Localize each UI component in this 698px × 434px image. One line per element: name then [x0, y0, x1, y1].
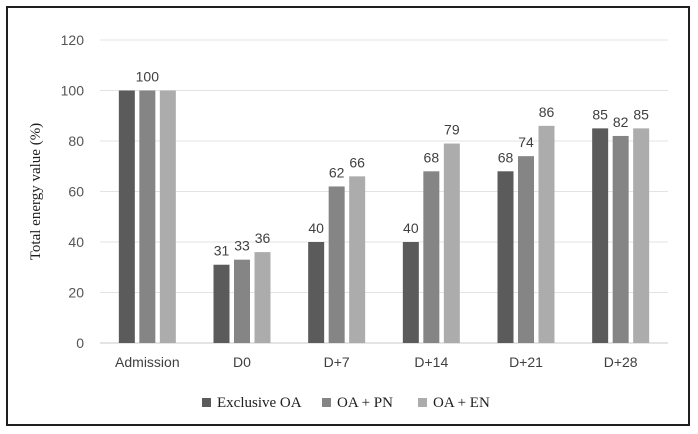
bar-3 — [633, 128, 650, 343]
bar-3 — [443, 143, 460, 343]
data-label: 62 — [329, 164, 345, 180]
bar-2 — [612, 135, 629, 343]
data-label: 40 — [308, 220, 324, 236]
bar-3 — [159, 90, 176, 343]
bar-1 — [592, 128, 609, 343]
bar-2 — [423, 171, 440, 343]
legend-label: Exclusive OA — [217, 395, 302, 411]
data-label: 74 — [518, 134, 534, 150]
bar-3 — [254, 252, 271, 343]
legend-swatch — [202, 398, 211, 407]
data-label: 86 — [539, 104, 555, 120]
bar-2 — [139, 90, 156, 343]
data-label: 85 — [592, 106, 608, 122]
y-tick-label: 120 — [61, 32, 85, 48]
legend-swatch — [322, 398, 331, 407]
y-tick-label: 80 — [68, 133, 84, 149]
y-axis-title: Total energy value (%) — [28, 123, 44, 260]
bar-1 — [308, 242, 325, 343]
bar-1 — [118, 90, 135, 343]
y-tick-label: 0 — [76, 335, 84, 351]
x-tick-label: D+7 — [324, 354, 350, 370]
data-label: 33 — [234, 238, 250, 254]
bar-2 — [328, 186, 345, 343]
x-tick-label: D0 — [233, 354, 251, 370]
y-tick-label: 60 — [68, 184, 84, 200]
bar-3 — [349, 176, 366, 343]
data-label: 85 — [633, 106, 649, 122]
data-label: 66 — [349, 154, 365, 170]
bar-1 — [402, 242, 419, 343]
legend-label: OA + EN — [433, 395, 490, 411]
x-tick-label: D+14 — [414, 354, 448, 370]
data-label: 36 — [255, 230, 271, 246]
data-label: 31 — [214, 243, 230, 259]
x-tick-label: Admission — [115, 354, 180, 370]
data-label: 100 — [136, 69, 160, 85]
bar-1 — [213, 264, 230, 343]
x-tick-label: D+28 — [604, 354, 638, 370]
legend-label: OA + PN — [337, 395, 393, 411]
x-tick-label: D+21 — [509, 354, 543, 370]
data-label: 82 — [613, 114, 629, 130]
y-tick-label: 20 — [68, 285, 84, 301]
bar-1 — [497, 171, 514, 343]
bar-3 — [538, 125, 555, 343]
data-label: 79 — [444, 122, 460, 138]
y-tick-label: 40 — [68, 234, 84, 250]
bar-2 — [234, 259, 250, 343]
y-tick-label: 100 — [61, 83, 85, 99]
bar-2 — [518, 156, 534, 343]
data-label: 40 — [403, 220, 419, 236]
data-label: 68 — [424, 149, 440, 165]
data-label: 68 — [498, 149, 514, 165]
legend-swatch — [418, 398, 427, 407]
